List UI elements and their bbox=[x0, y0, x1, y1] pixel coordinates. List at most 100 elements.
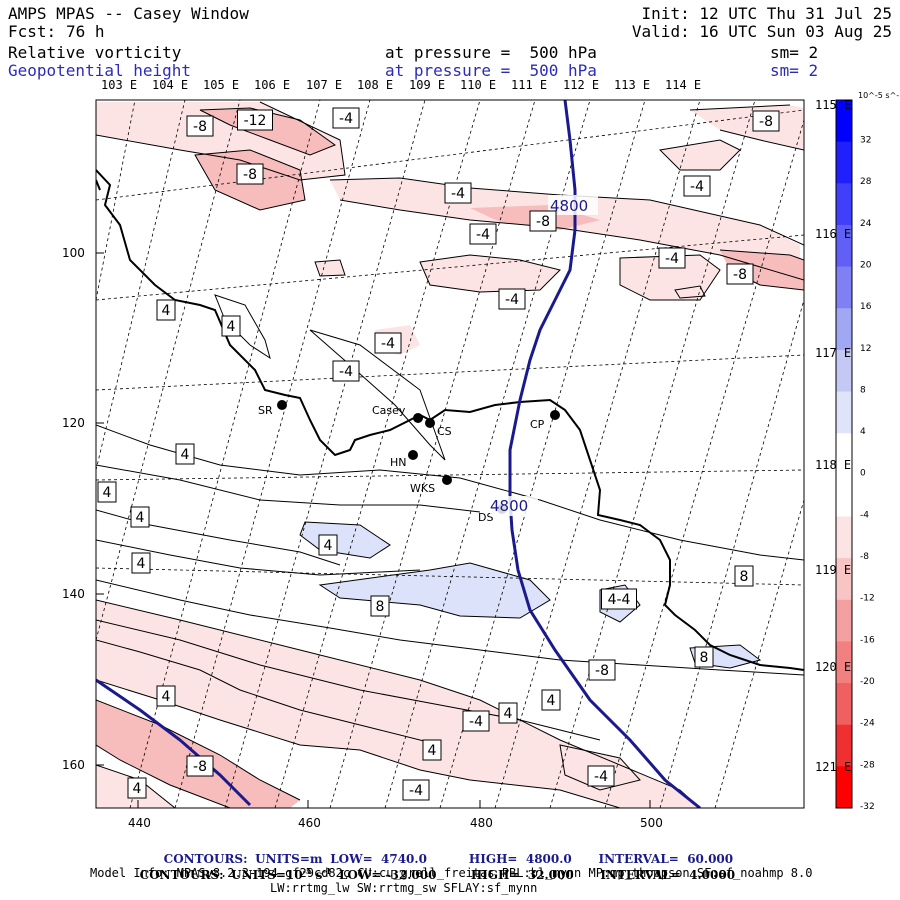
svg-text:4: 4 bbox=[227, 319, 236, 335]
svg-text:-4: -4 bbox=[339, 364, 353, 380]
station-dot-sr bbox=[277, 400, 287, 410]
svg-text:-8: -8 bbox=[193, 759, 207, 775]
colorbar-swatch bbox=[836, 224, 852, 268]
top-longitude-label: 104 E bbox=[152, 78, 189, 92]
top-longitude-label: 111 E bbox=[511, 78, 548, 92]
colorbar-tick-label: 16 bbox=[860, 302, 872, 312]
colorbar-swatch bbox=[836, 308, 852, 351]
field1-name: Relative vorticity bbox=[8, 43, 182, 62]
footer-model-info-2: LW:rrtmg_lw SW:rrtmg_sw SFLAY:sf_mynn bbox=[270, 881, 538, 895]
colorbar-tick-label: 28 bbox=[860, 177, 872, 187]
right-longitude-label: 121 E bbox=[815, 760, 852, 774]
bottom-axis-tick-label: 500 bbox=[640, 816, 663, 830]
colorbar-swatch bbox=[836, 474, 852, 517]
vorticity-contour-label: -4 bbox=[587, 765, 615, 787]
svg-text:-4: -4 bbox=[339, 111, 353, 127]
svg-text:-4: -4 bbox=[505, 292, 519, 308]
vorticity-contour-label: -4 bbox=[462, 710, 490, 732]
valid-time: Valid: 16 UTC Sun 03 Aug 25 bbox=[631, 22, 892, 41]
svg-text:4: 4 bbox=[181, 447, 190, 463]
vorticity-contour-label: 8 bbox=[734, 565, 754, 587]
field1-smoothing: sm= 2 bbox=[770, 43, 819, 62]
vorticity-contour-label: -8 bbox=[186, 115, 214, 137]
right-longitude-label: 120 E bbox=[815, 660, 852, 674]
svg-text:4: 4 bbox=[428, 743, 437, 759]
station-label-casey: Casey bbox=[372, 404, 406, 417]
vorticity-contour-label: 4 bbox=[541, 689, 561, 711]
vorticity-contour-label: -4 bbox=[332, 107, 360, 129]
colorbar-swatch bbox=[836, 516, 852, 559]
vorticity-contour-label: 4-4 bbox=[601, 588, 637, 610]
colorbar-swatch bbox=[836, 558, 852, 601]
init-time: Init: 12 UTC Thu 31 Jul 25 bbox=[641, 4, 892, 23]
field2-level: at pressure = 500 hPa bbox=[385, 61, 597, 80]
svg-text:4: 4 bbox=[103, 485, 112, 501]
svg-text:8: 8 bbox=[376, 599, 385, 615]
top-longitude-label: 107 E bbox=[306, 78, 343, 92]
vorticity-contour-label: -8 bbox=[726, 263, 754, 285]
svg-text:4: 4 bbox=[137, 556, 146, 572]
colorbar-swatch bbox=[836, 266, 852, 309]
right-longitude-label: 116 E bbox=[815, 227, 852, 241]
svg-text:-4: -4 bbox=[476, 227, 490, 243]
vorticity-contour-label: -8 bbox=[186, 755, 214, 777]
left-axis-tick-label: 120 bbox=[62, 416, 85, 430]
vorticity-contour-label: 4 bbox=[131, 552, 151, 574]
colorbar-unit: 10^-5 s^-1 bbox=[858, 91, 900, 100]
vorticity-contour-label: 4 bbox=[498, 702, 518, 724]
station-label-wks: WKS bbox=[410, 482, 435, 495]
vorticity-contour-label: -4 bbox=[658, 247, 686, 269]
colorbar-tick-label: 12 bbox=[860, 344, 871, 354]
colorbar-tick-label: -4 bbox=[860, 510, 869, 520]
colorbar-tick-label: -32 bbox=[860, 802, 875, 812]
right-longitude-label: 117 E bbox=[815, 346, 852, 360]
station-dot-hn bbox=[408, 450, 418, 460]
vorticity-contour-label: 4 bbox=[97, 481, 117, 503]
svg-text:-8: -8 bbox=[759, 114, 773, 130]
vorticity-contour-label: -8 bbox=[236, 163, 264, 185]
colorbar-tick-label: 24 bbox=[860, 219, 872, 229]
left-axis-tick-label: 100 bbox=[62, 246, 85, 260]
svg-text:-8: -8 bbox=[243, 167, 257, 183]
footer-height-contours: CONTOURS: UNITS=m LOW= 4740.0 HIGH= 4800… bbox=[163, 852, 734, 866]
colorbar-tick-label: 0 bbox=[860, 469, 866, 479]
svg-text:4-4: 4-4 bbox=[608, 592, 631, 608]
bottom-axis-tick-label: 440 bbox=[128, 816, 151, 830]
right-longitude-label: 119 E bbox=[815, 563, 852, 577]
field2-smoothing: sm= 2 bbox=[770, 61, 819, 80]
right-longitude-label: 118 E bbox=[815, 458, 852, 472]
vorticity-contour-label: 8 bbox=[370, 595, 390, 617]
left-axis-tick-label: 140 bbox=[62, 587, 85, 601]
colorbar-tick-label: 8 bbox=[860, 385, 866, 395]
colorbar-tick-label: -28 bbox=[860, 760, 875, 770]
svg-text:4: 4 bbox=[547, 693, 556, 709]
svg-text:-4: -4 bbox=[409, 783, 423, 799]
field1-level: at pressure = 500 hPa bbox=[385, 43, 597, 62]
station-label-cs: CS bbox=[437, 425, 452, 438]
station-dot-cs bbox=[425, 418, 435, 428]
geopotential-height-contours bbox=[96, 100, 701, 808]
forecast-label: Fcst: bbox=[8, 22, 57, 41]
vorticity-contour-label: 4 bbox=[156, 299, 176, 321]
vorticity-contour-label: 4 bbox=[422, 739, 442, 761]
vorticity-contour-label: 4 bbox=[175, 443, 195, 465]
vorticity-contour-label: -12 bbox=[237, 109, 273, 131]
svg-text:-4: -4 bbox=[594, 769, 608, 785]
colorbar-swatch bbox=[836, 766, 852, 809]
vorticity-contour-label: 4 bbox=[156, 685, 176, 707]
station-labels: SR Casey CS HN WKS DS CP bbox=[258, 404, 545, 524]
colorbar-swatch bbox=[836, 724, 852, 767]
colorbar-tick-label: -8 bbox=[860, 552, 869, 562]
svg-text:-12: -12 bbox=[244, 113, 267, 129]
vorticity-contour-label: 4 bbox=[221, 315, 241, 337]
bottom-axis-tick-label: 480 bbox=[470, 816, 493, 830]
top-longitude-label: 112 E bbox=[563, 78, 600, 92]
top-longitude-label: 106 E bbox=[254, 78, 291, 92]
vorticity-contour-label: -4 bbox=[402, 779, 430, 801]
vorticity-contour-label: -8 bbox=[529, 210, 557, 232]
svg-text:-8: -8 bbox=[733, 267, 747, 283]
station-label-cp: CP bbox=[530, 418, 545, 431]
colorbar-frame bbox=[835, 99, 853, 809]
colorbar-swatch bbox=[836, 349, 852, 393]
